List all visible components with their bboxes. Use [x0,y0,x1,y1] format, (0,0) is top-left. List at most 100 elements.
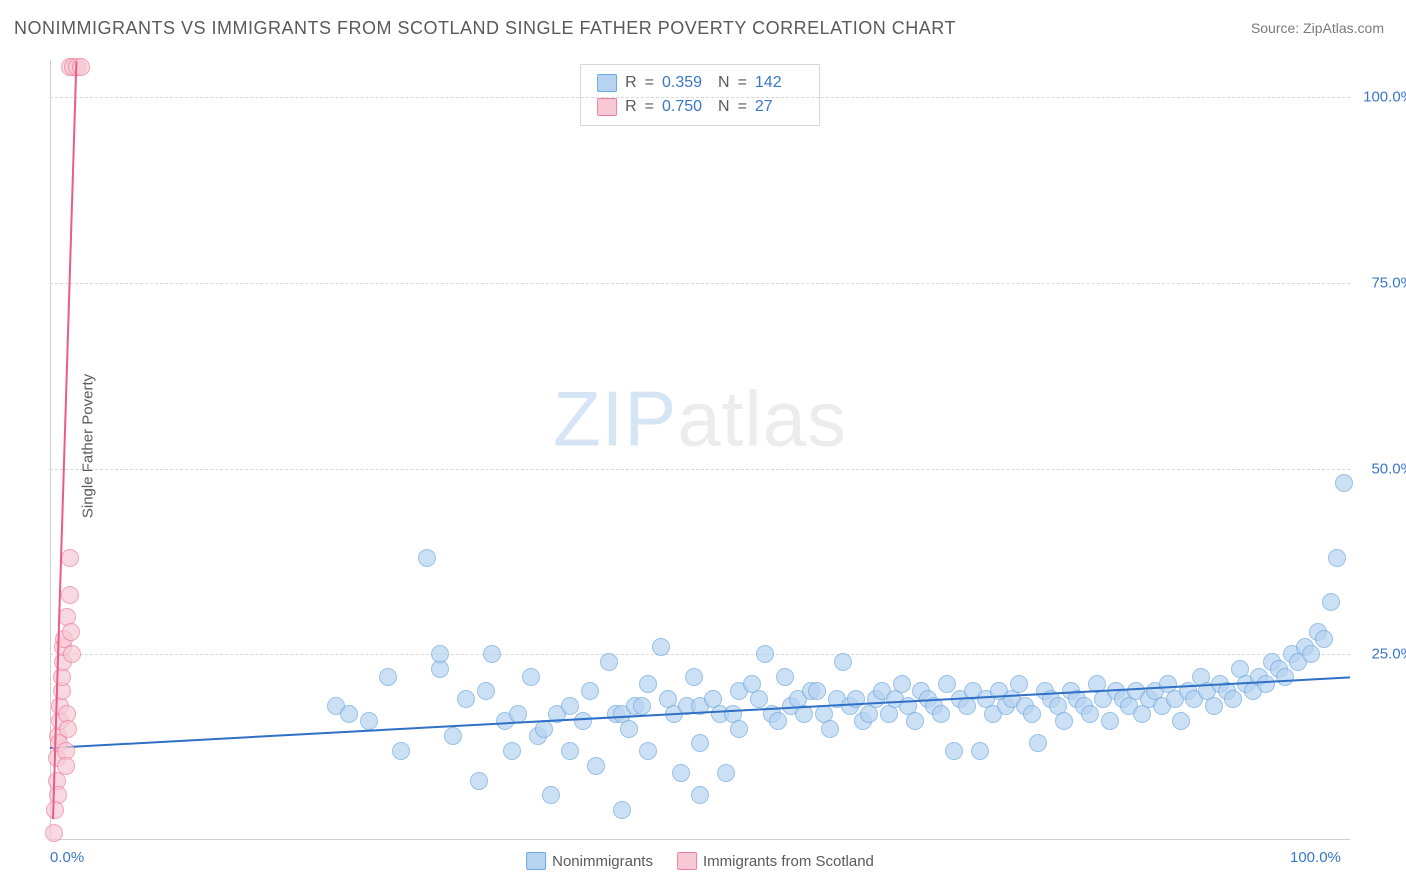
scatter-point-nonimmigrants [893,675,911,693]
scatter-point-immigrants [59,720,77,738]
legend-label-nonimmigrants: Nonimmigrants [552,853,653,870]
watermark-atlas: atlas [677,374,847,462]
scatter-point-nonimmigrants [1172,712,1190,730]
scatter-point-nonimmigrants [691,786,709,804]
gridline [50,97,1350,98]
swatch-immigrants-icon [677,852,697,870]
watermark-zip: ZIP [553,374,677,462]
scatter-point-nonimmigrants [1276,668,1294,686]
chart-title: NONIMMIGRANTS VS IMMIGRANTS FROM SCOTLAN… [14,18,956,39]
y-tick-label: 50.0% [1371,460,1406,477]
scatter-point-nonimmigrants [756,645,774,663]
scatter-point-nonimmigrants [418,549,436,567]
stat-r-label: R [625,71,637,95]
scatter-point-nonimmigrants [1224,690,1242,708]
scatter-point-nonimmigrants [717,764,735,782]
x-tick-label: 0.0% [50,849,84,866]
scatter-point-nonimmigrants [509,705,527,723]
scatter-point-nonimmigrants [431,645,449,663]
scatter-point-nonimmigrants [522,668,540,686]
stat-r-value-1: 0.750 [662,95,710,119]
y-tick-label: 100.0% [1363,89,1406,106]
scatter-point-immigrants [45,824,63,842]
scatter-point-nonimmigrants [1205,697,1223,715]
scatter-point-nonimmigrants [685,668,703,686]
scatter-point-nonimmigrants [1257,675,1275,693]
stat-n-value-0: 142 [755,71,803,95]
scatter-point-nonimmigrants [906,712,924,730]
stat-n-value-1: 27 [755,95,803,119]
scatter-point-nonimmigrants [574,712,592,730]
y-tick-label: 25.0% [1371,646,1406,663]
scatter-point-nonimmigrants [769,712,787,730]
scatter-point-nonimmigrants [1328,549,1346,567]
scatter-point-nonimmigrants [561,742,579,760]
scatter-point-nonimmigrants [542,786,560,804]
scatter-point-nonimmigrants [1029,734,1047,752]
scatter-point-nonimmigrants [1335,474,1353,492]
stat-eq: = [738,95,747,119]
scatter-point-nonimmigrants [691,734,709,752]
source-label: Source: [1251,20,1299,36]
scatter-point-nonimmigrants [750,690,768,708]
scatter-point-nonimmigrants [620,720,638,738]
gridline [50,283,1350,284]
swatch-nonimmigrants-icon [526,852,546,870]
stat-eq: = [738,71,747,95]
swatch-immigrants [597,98,617,116]
stat-eq: = [645,71,654,95]
scatter-point-nonimmigrants [477,682,495,700]
scatter-point-nonimmigrants [633,697,651,715]
stat-r-label: R [625,95,637,119]
scatter-point-nonimmigrants [672,764,690,782]
scatter-point-nonimmigrants [808,682,826,700]
scatter-point-nonimmigrants [945,742,963,760]
scatter-point-nonimmigrants [1322,593,1340,611]
stat-eq: = [645,95,654,119]
scatter-point-nonimmigrants [340,705,358,723]
scatter-point-nonimmigrants [1055,712,1073,730]
stat-n-label: N [718,71,730,95]
scatter-point-nonimmigrants [587,757,605,775]
scatter-point-nonimmigrants [1101,712,1119,730]
scatter-point-nonimmigrants [581,682,599,700]
scatter-point-nonimmigrants [652,638,670,656]
scatter-point-nonimmigrants [932,705,950,723]
gridline [50,469,1350,470]
scatter-point-nonimmigrants [483,645,501,663]
legend-item-immigrants: Immigrants from Scotland [677,852,874,870]
swatch-nonimmigrants [597,74,617,92]
legend-label-immigrants: Immigrants from Scotland [703,853,874,870]
watermark: ZIPatlas [553,373,847,464]
scatter-point-immigrants [62,623,80,641]
scatter-point-nonimmigrants [834,653,852,671]
scatter-point-nonimmigrants [776,668,794,686]
scatter-point-immigrants [46,801,64,819]
x-axis-line [50,839,1350,840]
legend-stats-row: R = 0.359 N = 142 [597,71,803,95]
legend-stats-row: R = 0.750 N = 27 [597,95,803,119]
scatter-point-immigrants [61,586,79,604]
x-tick-label: 100.0% [1290,849,1341,866]
scatter-point-nonimmigrants [613,801,631,819]
source-value: ZipAtlas.com [1303,20,1384,36]
scatter-point-nonimmigrants [971,742,989,760]
scatter-point-immigrants [57,757,75,775]
legend-series: Nonimmigrants Immigrants from Scotland [526,852,874,870]
source-attribution: Source: ZipAtlas.com [1251,20,1384,36]
scatter-point-nonimmigrants [730,720,748,738]
scatter-point-nonimmigrants [600,653,618,671]
scatter-point-nonimmigrants [639,742,657,760]
scatter-point-nonimmigrants [379,668,397,686]
gridline [50,654,1350,655]
scatter-point-nonimmigrants [360,712,378,730]
scatter-point-immigrants [61,549,79,567]
scatter-point-nonimmigrants [444,727,462,745]
scatter-point-immigrants [63,645,81,663]
legend-item-nonimmigrants: Nonimmigrants [526,852,653,870]
scatter-point-nonimmigrants [392,742,410,760]
scatter-point-nonimmigrants [1010,675,1028,693]
scatter-point-nonimmigrants [938,675,956,693]
scatter-point-nonimmigrants [503,742,521,760]
scatter-point-nonimmigrants [639,675,657,693]
